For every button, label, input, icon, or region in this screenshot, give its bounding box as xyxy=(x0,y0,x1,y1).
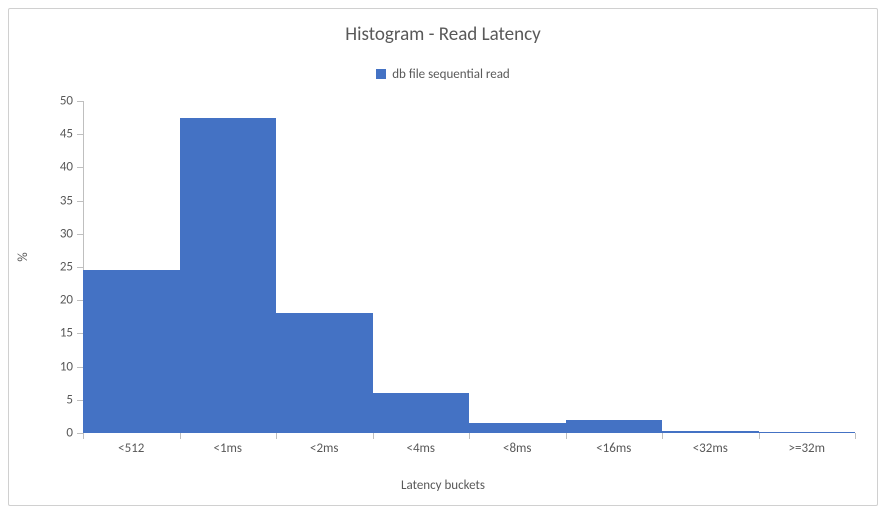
y-tick-label: 20 xyxy=(60,293,83,308)
y-tick-label: 45 xyxy=(60,127,83,142)
legend-item: db file sequential read xyxy=(376,67,510,82)
y-tick-label: 15 xyxy=(60,326,83,341)
legend-swatch-icon xyxy=(376,69,386,79)
bar xyxy=(83,270,180,433)
x-tick-label: <512 xyxy=(118,433,144,456)
plot-inner: 05101520253035404550<512<1ms<2ms<4ms<8ms… xyxy=(83,101,855,433)
chart-outer: Histogram - Read Latency db file sequent… xyxy=(0,0,886,514)
x-tick-label: <4ms xyxy=(406,433,435,456)
x-tick xyxy=(855,433,856,439)
y-tick-label: 50 xyxy=(60,94,83,109)
bar xyxy=(276,313,373,433)
y-tick-label: 5 xyxy=(66,392,83,407)
x-tick-label: <1ms xyxy=(213,433,242,456)
plot-area: 05101520253035404550<512<1ms<2ms<4ms<8ms… xyxy=(83,101,855,433)
bar xyxy=(469,423,566,433)
y-axis-title: % xyxy=(16,252,31,261)
y-tick-label: 30 xyxy=(60,226,83,241)
y-tick-label: 35 xyxy=(60,193,83,208)
y-tick-label: 0 xyxy=(66,426,83,441)
x-axis-title: Latency buckets xyxy=(9,478,877,493)
x-tick xyxy=(83,433,84,439)
x-tick-label: <16ms xyxy=(596,433,631,456)
x-tick xyxy=(662,433,663,439)
x-tick xyxy=(566,433,567,439)
x-tick xyxy=(759,433,760,439)
x-tick xyxy=(373,433,374,439)
y-tick-label: 40 xyxy=(60,160,83,175)
x-tick-label: <8ms xyxy=(503,433,532,456)
x-tick-label: <2ms xyxy=(310,433,339,456)
y-tick-label: 25 xyxy=(60,260,83,275)
x-tick xyxy=(180,433,181,439)
chart-frame: Histogram - Read Latency db file sequent… xyxy=(8,8,878,506)
x-tick xyxy=(469,433,470,439)
legend-label: db file sequential read xyxy=(392,67,510,82)
x-tick-label: <32ms xyxy=(693,433,728,456)
x-tick xyxy=(276,433,277,439)
bar xyxy=(373,393,470,433)
y-tick-label: 10 xyxy=(60,359,83,374)
bar xyxy=(180,118,277,433)
bar xyxy=(566,420,663,433)
chart-legend: db file sequential read xyxy=(9,65,877,84)
chart-title: Histogram - Read Latency xyxy=(9,23,877,46)
x-tick-label: >=32m xyxy=(788,433,825,456)
